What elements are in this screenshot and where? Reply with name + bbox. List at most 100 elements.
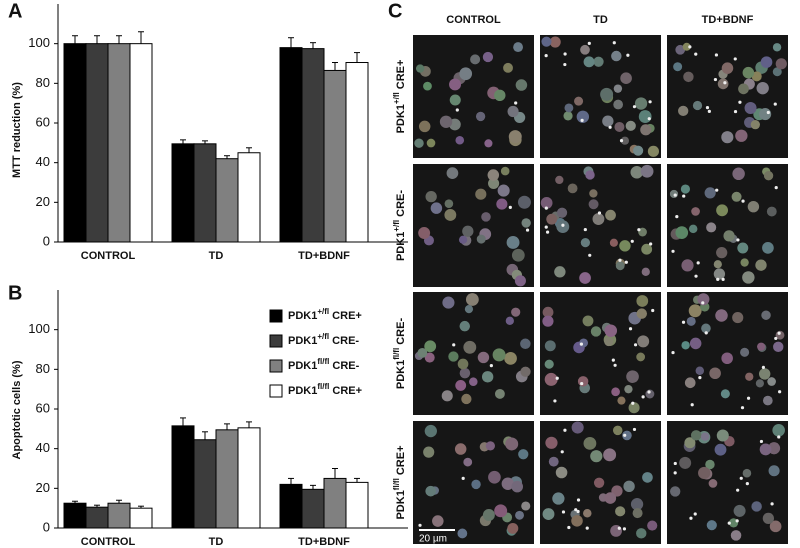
nucleus xyxy=(481,212,491,222)
nucleus xyxy=(604,337,614,347)
nucleus xyxy=(706,222,717,233)
nucleus xyxy=(593,56,604,67)
nucleus xyxy=(583,508,592,518)
nucleus xyxy=(624,384,633,394)
apoptotic-body xyxy=(567,525,571,530)
apoptotic-body xyxy=(630,239,634,243)
nucleus xyxy=(678,105,689,117)
apoptotic-body xyxy=(514,101,518,105)
micrograph xyxy=(413,421,534,544)
nucleus xyxy=(430,202,443,214)
nucleus xyxy=(542,306,554,318)
nucleus xyxy=(732,167,745,181)
apoptotic-body xyxy=(628,327,633,331)
nucleus xyxy=(766,206,777,217)
apoptotic-body xyxy=(544,54,548,58)
apoptotic-body xyxy=(774,186,778,190)
nucleus xyxy=(604,492,617,504)
nucleus xyxy=(684,437,696,449)
apoptotic-body xyxy=(641,395,645,399)
nucleus xyxy=(540,197,553,209)
nucleus xyxy=(669,189,679,199)
nucleus xyxy=(761,310,771,320)
nucleus xyxy=(773,341,784,353)
bar xyxy=(237,152,261,243)
nucleus xyxy=(625,120,636,131)
apoptotic-body xyxy=(579,342,584,346)
apoptotic-body xyxy=(721,277,725,281)
apoptotic-body xyxy=(611,358,615,362)
nucleus xyxy=(641,243,653,255)
nucleus xyxy=(759,443,772,456)
nucleus xyxy=(611,50,622,62)
nucleus xyxy=(636,295,649,307)
nucleus xyxy=(755,259,767,271)
apoptotic-body xyxy=(544,206,548,210)
apoptotic-body xyxy=(735,519,739,523)
apoptotic-body xyxy=(736,238,740,242)
nucleus xyxy=(508,130,522,144)
nucleus xyxy=(684,377,696,389)
nucleus xyxy=(742,271,755,284)
apoptotic-body xyxy=(508,205,512,209)
apoptotic-body xyxy=(489,364,493,368)
nucleus xyxy=(733,504,746,517)
nucleus xyxy=(544,340,556,352)
nucleus xyxy=(567,183,578,194)
nucleus xyxy=(613,99,624,110)
nucleus xyxy=(548,456,559,467)
nucleus xyxy=(461,393,472,405)
bar xyxy=(129,507,153,529)
apoptotic-body xyxy=(626,53,630,57)
nucleus xyxy=(415,64,425,73)
apoptotic-body xyxy=(637,228,641,232)
apoptotic-body xyxy=(613,363,617,367)
y-tick-label: 100 xyxy=(28,35,50,50)
nucleus xyxy=(640,164,654,178)
nucleus xyxy=(556,207,568,218)
x-tick-label: TD xyxy=(209,536,224,548)
nucleus xyxy=(714,443,727,456)
apoptotic-body xyxy=(774,336,778,341)
apoptotic-body xyxy=(525,228,530,232)
nucleus xyxy=(482,51,494,63)
apoptotic-body xyxy=(671,249,675,253)
x-tick-label: TD xyxy=(209,250,224,262)
nucleus xyxy=(695,366,705,375)
nucleus xyxy=(503,62,513,73)
nucleus xyxy=(709,367,721,380)
bar xyxy=(237,427,261,529)
micrograph xyxy=(667,292,788,415)
nucleus xyxy=(683,71,694,83)
nucleus xyxy=(634,97,648,110)
nucleus xyxy=(555,466,568,479)
legend-label: PDK1+/fl CRE+ xyxy=(288,307,362,322)
nucleus xyxy=(681,259,694,272)
bar xyxy=(345,481,369,529)
nucleus xyxy=(737,242,749,254)
bar xyxy=(63,502,87,529)
nucleus xyxy=(492,348,506,362)
nucleus xyxy=(630,498,644,511)
nucleus xyxy=(518,449,529,460)
row-label: PDK1+/fl CRE+ xyxy=(392,60,407,134)
apoptotic-body xyxy=(759,439,764,444)
apoptotic-body xyxy=(745,482,749,486)
apoptotic-body xyxy=(698,376,702,380)
nucleus xyxy=(637,335,650,348)
panel-letter: A xyxy=(8,0,22,22)
nucleus xyxy=(444,209,457,221)
nucleus xyxy=(628,402,640,414)
nucleus xyxy=(463,457,473,467)
bar xyxy=(301,488,325,529)
apoptotic-body xyxy=(576,509,580,514)
nucleus xyxy=(475,188,487,200)
nucleus xyxy=(612,425,623,436)
nucleus xyxy=(463,340,477,354)
nucleus xyxy=(772,423,785,437)
apoptotic-body xyxy=(576,498,581,502)
nucleus xyxy=(747,200,760,213)
nucleus xyxy=(682,42,691,51)
apoptotic-body xyxy=(693,512,697,516)
